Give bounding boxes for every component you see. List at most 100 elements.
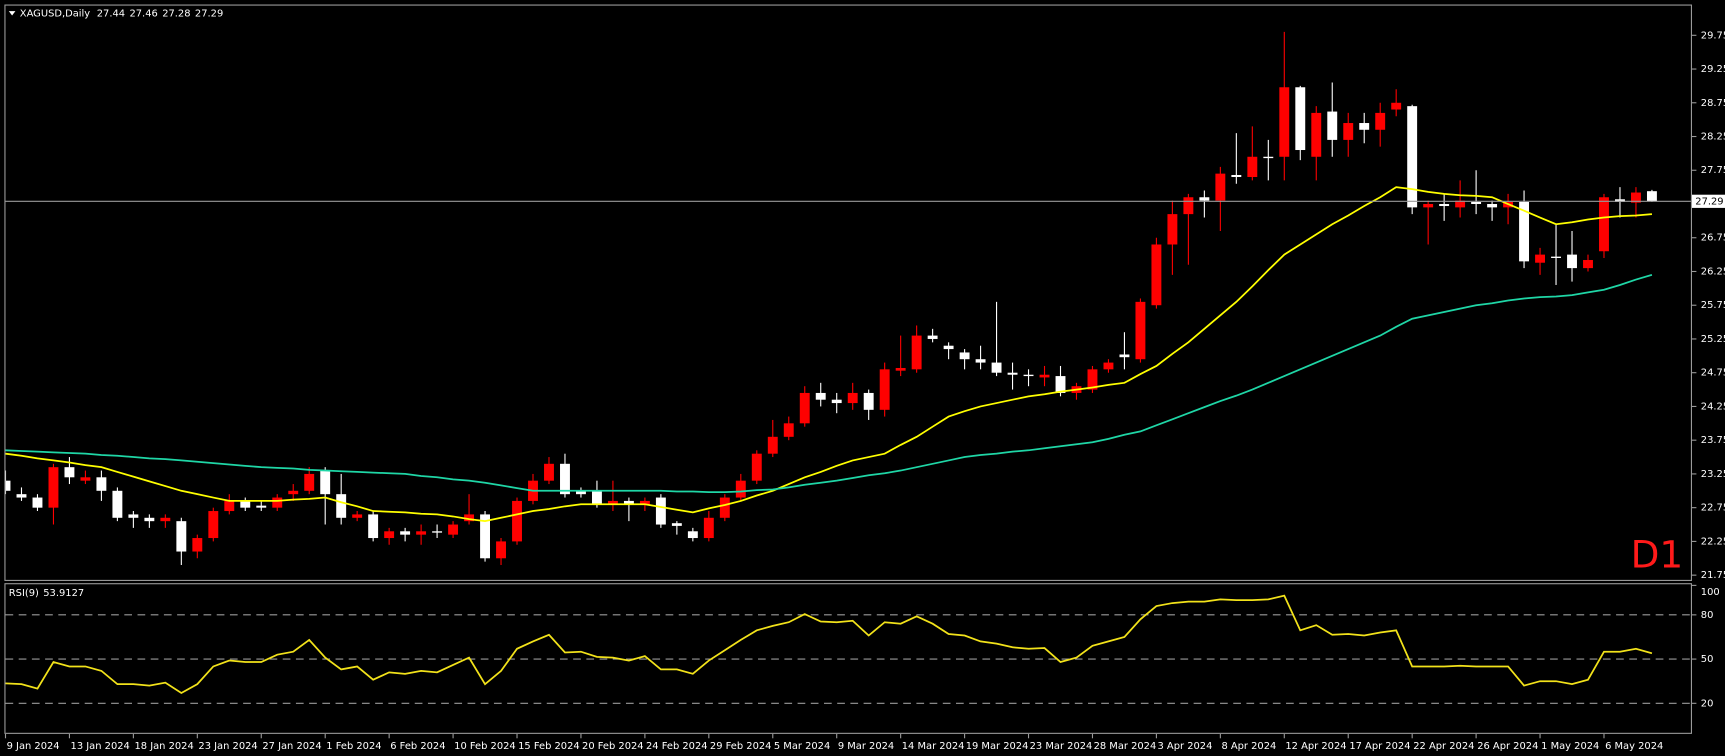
candle-body: [96, 477, 107, 491]
y-tick-label: 20: [1701, 698, 1714, 709]
candle-body: [1375, 112, 1386, 130]
x-tick-label: 1 Feb 2024: [326, 741, 381, 752]
y-tick-label: 26.25: [1701, 266, 1725, 277]
candle-body: [847, 392, 858, 404]
rsi-last-value: 53.9127: [43, 588, 84, 599]
candle-body: [400, 531, 411, 535]
y-tick-label: 100: [1701, 587, 1720, 598]
candle-body: [1119, 354, 1130, 358]
candle-body: [176, 521, 187, 552]
candle-body: [1519, 201, 1530, 262]
main-panel-frame: [4, 4, 1692, 581]
candle-body: [879, 369, 890, 410]
candle-body: [112, 490, 123, 518]
candle-body: [1135, 301, 1146, 360]
candle-body: [192, 538, 203, 552]
candle-body: [448, 524, 459, 535]
candle-body: [1535, 254, 1545, 263]
candle-body: [432, 531, 443, 533]
candle-body: [5, 480, 11, 491]
x-tick-label: 19 Mar 2024: [966, 741, 1029, 752]
candle-body: [480, 514, 490, 559]
x-tick-label: 22 Apr 2024: [1413, 741, 1474, 752]
candle-body: [591, 490, 602, 505]
y-tick-label: 50: [1701, 654, 1714, 665]
candle-body: [288, 490, 299, 495]
candle-body: [1599, 197, 1609, 252]
candle-body: [1631, 192, 1641, 203]
candle-body: [751, 453, 762, 481]
candle-body: [895, 367, 906, 371]
candle-body: [943, 345, 954, 350]
candle-body: [1487, 204, 1498, 208]
candle-body: [623, 500, 634, 505]
candle-body: [576, 490, 586, 495]
candle-body: [1439, 204, 1450, 207]
candle-body: [320, 470, 331, 495]
header-open: 27.44: [97, 8, 125, 19]
x-tick-label: 26 Apr 2024: [1477, 741, 1538, 752]
header-low: 27.28: [162, 8, 190, 19]
y-tick-label: 26.75: [1701, 233, 1725, 244]
x-tick-label: 5 Mar 2024: [774, 741, 830, 752]
x-tick-label: 29 Feb 2024: [710, 741, 772, 752]
candle-body: [224, 500, 235, 512]
candle-body: [1583, 260, 1593, 269]
y-tick-label: 25.25: [1701, 334, 1725, 345]
candle-body: [1231, 174, 1242, 178]
x-tick-label: 6 Feb 2024: [390, 741, 445, 752]
candle-body: [1407, 106, 1418, 208]
header-high: 27.46: [129, 8, 157, 19]
axes: 21.75 22.25 22.75 23.25 23.75 24.25 24.75 25.25…: [4, 30, 1725, 752]
rsi-line: [5, 594, 1653, 695]
candle-body: [767, 436, 778, 454]
candle-body: [1183, 197, 1194, 215]
candle-body: [464, 514, 475, 522]
candle-body: [1151, 244, 1162, 306]
candle-body: [655, 497, 666, 525]
header-close: 27.29: [195, 8, 223, 19]
candle-body: [927, 335, 938, 339]
candle-body: [336, 494, 347, 518]
rsi-title: RSI(9): [9, 588, 39, 599]
candle-body: [384, 531, 395, 539]
candle-body: [863, 392, 874, 410]
rsi-panel-frame: [4, 583, 1692, 734]
y-tick-label: 28.75: [1701, 98, 1725, 109]
candle-body: [1039, 374, 1050, 378]
x-tick-label: 10 Feb 2024: [454, 741, 516, 752]
x-tick-label: 15 Feb 2024: [518, 741, 580, 752]
x-tick-label: 24 Feb 2024: [646, 741, 708, 752]
x-tick-label: 23 Mar 2024: [1030, 741, 1093, 752]
x-tick-label: 18 Jan 2024: [134, 741, 193, 752]
candle-body: [1055, 376, 1066, 393]
y-tick-label: 25.75: [1701, 300, 1725, 311]
candle-body: [272, 497, 283, 508]
candle-body: [1199, 197, 1210, 201]
candle-body: [1471, 201, 1482, 205]
candle-body: [240, 500, 251, 508]
y-tick-label: 22.25: [1701, 536, 1725, 547]
x-tick-label: 23 Jan 2024: [198, 741, 257, 752]
candle-body: [1247, 156, 1258, 178]
x-tick-label: 20 Feb 2024: [582, 741, 644, 752]
y-tick-label: 27.75: [1701, 165, 1725, 176]
candle-body: [911, 335, 922, 370]
collapse-icon: [8, 11, 16, 16]
candle-body: [144, 517, 155, 522]
y-tick-label: 24.25: [1701, 401, 1725, 412]
candle-body: [544, 463, 554, 481]
y-tick-label: 22.75: [1701, 503, 1725, 514]
candle-body: [975, 359, 986, 363]
rsi-header: RSI(9) 53.9127: [9, 588, 84, 599]
candle-body: [16, 494, 27, 498]
y-tick-label: 24.75: [1701, 368, 1725, 379]
current-price-label: 27.29: [1695, 196, 1723, 207]
candle-body: [783, 423, 794, 437]
x-tick-label: 1 May 2024: [1541, 741, 1599, 752]
candle-body: [1311, 112, 1322, 157]
x-tick-label: 6 May 2024: [1605, 741, 1663, 752]
candle-body: [32, 497, 43, 508]
candle-body: [128, 514, 139, 518]
